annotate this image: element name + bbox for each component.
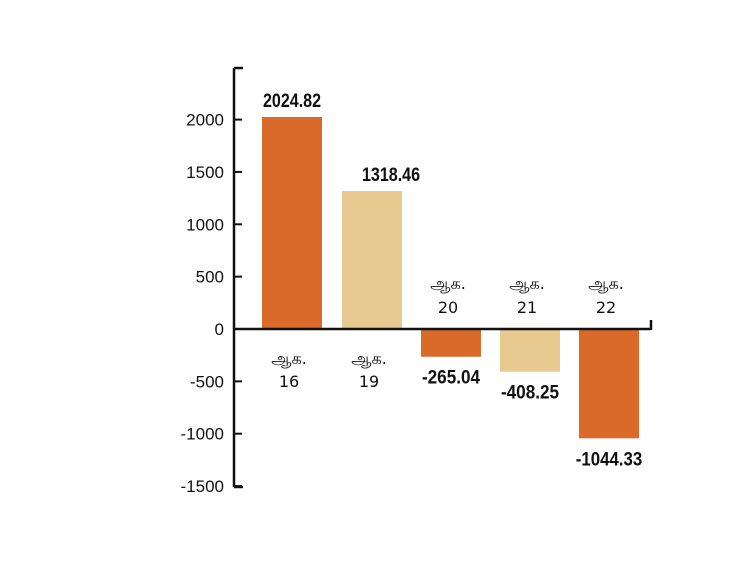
y-tick-label: 1000	[186, 215, 224, 234]
y-tick-label: -500	[190, 372, 224, 391]
bar	[421, 329, 481, 357]
category-label: ஆக.	[509, 274, 545, 293]
category-label: ஆக.	[588, 274, 624, 293]
labels: ஆக. 16 ஆக. 19 ஆக. 20 ஆக. 21 ஆக. 22 2024.82 1318.46 -…	[263, 91, 642, 470]
category-label: 19	[359, 372, 379, 391]
bar	[262, 117, 322, 329]
y-tick-label: 0	[215, 320, 224, 339]
y-tick-label: -1000	[181, 425, 224, 444]
y-tick-label: 1500	[186, 163, 224, 182]
category-label: 21	[517, 298, 537, 317]
y-tick-label: 2000	[186, 111, 224, 130]
data-label: -265.04	[422, 368, 480, 389]
category-label: 20	[438, 298, 458, 317]
bar	[500, 329, 560, 372]
category-label: 22	[596, 298, 616, 317]
x-axis	[234, 320, 653, 331]
bars	[262, 117, 639, 439]
category-label: ஆக.	[430, 274, 466, 293]
bar	[579, 329, 639, 439]
category-label: ஆக.	[351, 349, 387, 368]
data-label: 2024.82	[263, 91, 321, 112]
y-tick-label: 500	[196, 268, 224, 287]
data-label: -1044.33	[576, 449, 642, 470]
data-label: 1318.46	[362, 165, 420, 186]
category-label: ஆக.	[271, 349, 307, 368]
category-label: 16	[279, 372, 299, 391]
y-tick-label: -1500	[181, 477, 224, 496]
data-label: -408.25	[501, 383, 559, 404]
bar	[342, 190, 402, 329]
y-axis: 2000 1500 1000 500 0 -500 -1000 -1500	[181, 66, 243, 496]
